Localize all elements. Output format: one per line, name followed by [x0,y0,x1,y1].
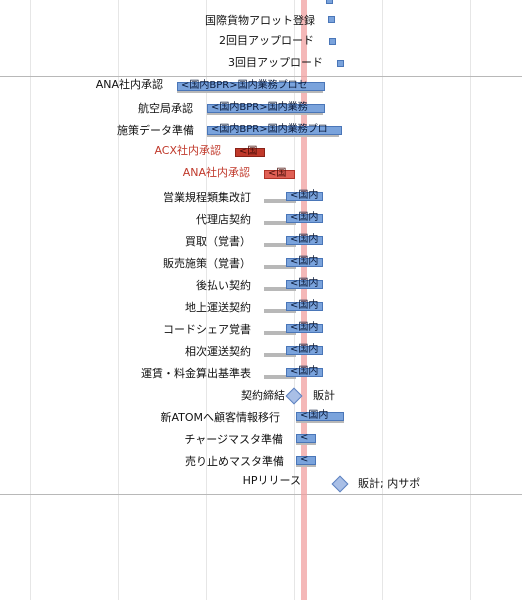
task-bar-label: <国内 [290,256,319,267]
task-label: チャージマスタ準備 [184,433,283,446]
task-bar-label: <国内BPR>国内業務 [211,102,308,113]
task-label: ANA社内承認 [95,78,163,91]
task-bar-critical[interactable]: <国 [264,168,295,179]
task-bar[interactable]: <国内 [296,410,344,421]
task-label: 航空局承認 [138,102,193,115]
task-bar-label: <国内 [290,366,319,377]
task-bar[interactable] [337,60,344,67]
timeline-gridline [470,0,471,600]
task-label: 施策データ準備 [117,124,194,137]
task-bar-shadow [177,89,323,93]
milestone-resource-label: 販計; 内サポ [358,477,421,490]
timeline-gridline [30,0,31,600]
task-bar-label: <国内 [290,190,319,201]
task-bar-label: <国 [239,146,258,157]
task-label: 新ATOMへ顧客情報移行 [160,411,280,424]
task-bar[interactable]: <国内 [286,256,323,267]
task-bar-critical[interactable]: <国 [235,146,265,157]
task-label: 地上運送契約 [185,301,251,314]
task-bar-shadow [207,133,339,137]
task-bar-label: <国内 [290,212,319,223]
timeline-gridline [118,0,119,600]
task-bar[interactable] [328,16,335,23]
task-label: 後払い契約 [196,279,251,292]
task-bar-label: <国内 [290,300,319,311]
task-bar-label: <国内BPR>国内業務プロセ [181,80,308,91]
task-bar[interactable]: <国内 [286,190,323,201]
task-bar[interactable]: <国内 [286,300,323,311]
milestone-label: HPリリース [242,474,301,487]
task-label-critical: ACX社内承認 [154,144,221,157]
task-bar[interactable]: <国内BPR>国内業務プロセ [177,80,325,91]
task-label-critical: ANA社内承認 [182,166,250,179]
task-bar[interactable]: < [296,432,316,443]
task-bar-shadow [264,199,296,203]
task-bar-label: < [300,432,309,443]
task-bar-shadow [296,419,344,423]
task-label: 代理店契約 [196,213,251,226]
task-label: 相次運送契約 [185,345,251,358]
task-bar[interactable]: <国内 [286,278,323,289]
task-bar-label: <国内BPR>国内業務プロ [211,124,328,135]
task-bar[interactable]: <国内BPR>国内業務プロ [207,124,342,135]
task-bar-label: <国内 [290,234,319,245]
timeline-gridline [206,0,207,600]
task-bar-shadow [296,441,316,445]
task-bar-shadow [264,287,296,291]
task-bar[interactable]: <国内 [286,234,323,245]
task-bar-label: <国内 [290,344,319,355]
task-bar-shadow [207,111,323,115]
task-label: 3回目アップロード [228,56,323,69]
task-bar-shadow [264,221,296,225]
task-bar-shadow [296,463,316,467]
group-separator [0,76,522,77]
task-bar-shadow [264,331,296,335]
task-label: 2回目アップロード [219,34,314,47]
task-bar[interactable]: < [296,454,316,465]
task-bar[interactable]: <国内 [286,344,323,355]
milestone-diamond[interactable] [331,475,349,493]
task-bar-shadow [264,265,296,269]
task-bar-label: <国 [268,168,287,179]
task-label: 運賃・料金算出基準表 [141,367,251,380]
task-bar-shadow [264,309,296,313]
task-bar-shadow [264,353,296,357]
task-bar[interactable] [326,0,333,4]
task-bar-label: < [300,454,309,465]
task-bar[interactable]: <国内BPR>国内業務 [207,102,325,113]
task-bar[interactable]: <国内 [286,366,323,377]
task-label: 営業規程類集改訂 [163,191,251,204]
task-label: 国際貨物アロット登録 [205,14,315,27]
task-label: コードシェア覚書 [163,323,251,336]
task-bar-label: <国内 [300,410,329,421]
task-label: 売り止めマスタ準備 [185,455,284,468]
task-bar-shadow [264,375,296,379]
group-separator [0,494,522,495]
task-label: 販売施策（覚書） [163,257,251,270]
task-bar[interactable]: <国内 [286,212,323,223]
timeline-gridline [294,0,295,600]
task-bar-shadow [264,243,296,247]
task-label: 買取（覚書） [185,235,251,248]
timeline-gridline [382,0,383,600]
today-marker-line [301,0,307,600]
task-bar[interactable]: <国内 [286,322,323,333]
milestone-label: 契約締結 [241,389,285,402]
milestone-resource-label: 販計 [313,389,335,402]
task-bar[interactable] [329,38,336,45]
task-bar-label: <国内 [290,322,319,333]
milestone-diamond[interactable] [285,387,303,405]
task-bar-label: <国内 [290,278,319,289]
